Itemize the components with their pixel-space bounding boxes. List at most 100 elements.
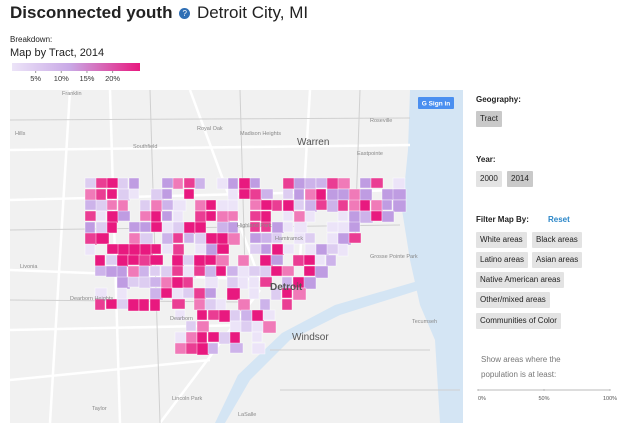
- place-label: Hills: [15, 131, 26, 137]
- tract: [94, 254, 106, 267]
- tract: [193, 265, 207, 277]
- tract: [139, 199, 151, 212]
- map[interactable]: Franklin Hills Royal Oak Madison Heights Ros…: [10, 90, 463, 423]
- tract: [240, 309, 253, 323]
- tract: [204, 254, 218, 266]
- tract: [207, 309, 221, 321]
- tract: [171, 254, 185, 267]
- threshold-slider[interactable]: 0% 50% 100%: [470, 385, 620, 405]
- year-option[interactable]: 2000: [476, 171, 502, 187]
- tract: [218, 331, 232, 345]
- reset-link[interactable]: Reset: [548, 215, 570, 224]
- tract: [226, 265, 239, 277]
- tract: [161, 232, 174, 246]
- sign-in-text[interactable]: G Sign in: [422, 101, 451, 108]
- tract: [270, 254, 284, 266]
- tract: [150, 199, 163, 213]
- tract: [196, 320, 210, 333]
- geography-option[interactable]: Tract: [476, 111, 502, 127]
- tract: [227, 177, 239, 191]
- tract: [196, 309, 208, 321]
- geography-label: Geography:: [476, 95, 521, 104]
- tract: [84, 221, 96, 234]
- tract: [229, 342, 244, 354]
- tract: [174, 331, 188, 345]
- filter-option[interactable]: Native American areas: [476, 272, 565, 288]
- place-label: Tecumseh: [412, 319, 437, 325]
- tract: [196, 331, 208, 344]
- legend-tick-label: 10%: [54, 74, 69, 83]
- tract: [149, 265, 161, 277]
- tract: [84, 177, 98, 189]
- tract: [150, 221, 164, 233]
- tract: [149, 254, 164, 266]
- places: Franklin Hills Royal Oak Madison Heights Ros…: [15, 91, 437, 418]
- tract: [381, 188, 395, 201]
- river: [215, 268, 463, 423]
- tract: [95, 177, 109, 189]
- tract: [172, 177, 184, 190]
- tract: [185, 331, 198, 345]
- help-icon[interactable]: ?: [179, 8, 191, 19]
- tract: [392, 199, 407, 213]
- breakdown-label: Breakdown:: [10, 35, 53, 44]
- tract: [84, 199, 98, 211]
- tract: [127, 265, 141, 279]
- tract: [304, 199, 318, 213]
- tract: [315, 199, 328, 211]
- place-label: Highland Park: [237, 223, 272, 229]
- year-label: Year:: [476, 155, 496, 164]
- tract: [251, 331, 263, 343]
- tract: [392, 188, 407, 201]
- filter-option[interactable]: Latino areas: [476, 252, 529, 268]
- tract: [238, 188, 251, 200]
- tract: [227, 199, 239, 212]
- filter-label: Filter Map By:: [476, 215, 529, 224]
- tract: [238, 177, 252, 190]
- tract: [304, 177, 317, 190]
- filter-option[interactable]: Asian areas: [532, 252, 583, 268]
- tract: [84, 232, 98, 246]
- tract: [292, 254, 305, 267]
- filter-option[interactable]: Other/mixed areas: [476, 292, 550, 308]
- tract: [128, 188, 140, 200]
- filter-option[interactable]: Communities of Color: [476, 313, 561, 329]
- tract: [196, 342, 210, 356]
- tract: [194, 199, 207, 212]
- tract: [282, 177, 296, 190]
- place-label: Dearborn Heights: [70, 296, 113, 302]
- tract: [183, 177, 196, 189]
- tract: [117, 210, 131, 222]
- tract: [205, 199, 217, 211]
- tract: [314, 265, 329, 279]
- tract: [149, 276, 162, 288]
- tract: [251, 342, 266, 355]
- place-label: Livonia: [20, 264, 38, 270]
- filter-option[interactable]: White areas: [476, 232, 527, 248]
- tract: [205, 210, 217, 222]
- tract: [127, 254, 141, 266]
- tract: [138, 298, 150, 312]
- tract: [172, 210, 184, 223]
- legend-tick-label: 5%: [30, 74, 41, 83]
- tract: [150, 243, 162, 255]
- tract: [304, 232, 316, 244]
- tract: [262, 309, 276, 321]
- year-option[interactable]: 2014: [507, 171, 533, 187]
- filter-option[interactable]: Black areas: [532, 232, 582, 248]
- tract: [216, 199, 230, 213]
- tract: [216, 177, 229, 190]
- tract: [282, 210, 294, 222]
- place-label: Warren: [297, 137, 329, 148]
- sign-in-button[interactable]: [418, 97, 454, 109]
- tract: [138, 265, 150, 278]
- tract: [171, 298, 186, 310]
- tract: [226, 287, 241, 301]
- tract: [182, 254, 195, 266]
- place-label: Royal Oak: [197, 126, 223, 132]
- tract: [392, 177, 406, 190]
- tract: [293, 210, 306, 223]
- tract: [281, 298, 293, 311]
- tract: [237, 276, 249, 290]
- place-label: Dearborn: [170, 316, 193, 322]
